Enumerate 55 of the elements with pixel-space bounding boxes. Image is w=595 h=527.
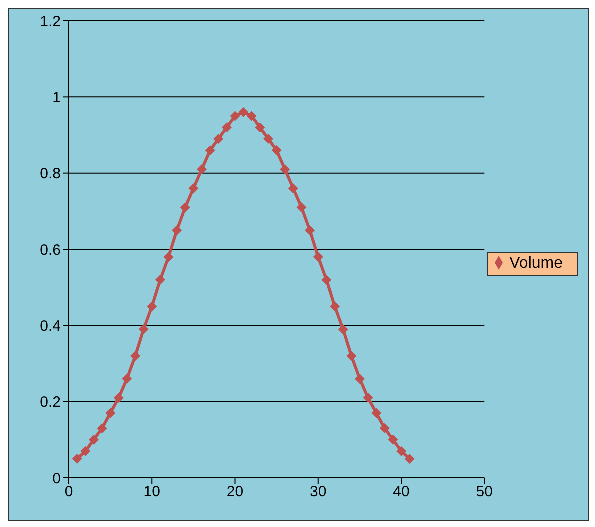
point (114, 393, 124, 404)
point (330, 302, 340, 312)
point (138, 324, 149, 334)
point (147, 302, 158, 312)
y-tick-label: 0.6 (40, 242, 61, 259)
point (322, 274, 332, 285)
point (222, 122, 232, 133)
x-tick-label: 50 (476, 484, 493, 501)
point (130, 351, 140, 362)
point (164, 252, 174, 262)
point (188, 184, 199, 194)
x-tick-label: 20 (226, 484, 244, 501)
point (313, 252, 324, 262)
point (97, 423, 108, 434)
point (296, 202, 307, 213)
point (106, 408, 116, 418)
point (214, 134, 224, 144)
x-tick-label: 40 (393, 484, 410, 501)
point (354, 374, 365, 384)
point (338, 324, 348, 334)
point (72, 454, 82, 464)
x-tick-label: 0 (64, 484, 74, 501)
y-tick-label: 0 (52, 470, 61, 488)
point (238, 107, 249, 118)
x-tick-label: 10 (144, 484, 160, 501)
y-tick-label: 0.8 (40, 166, 61, 183)
point (404, 454, 415, 464)
legend-label: Volume (510, 254, 563, 272)
point (246, 111, 257, 122)
point (305, 225, 316, 236)
point (363, 393, 374, 404)
point (272, 145, 282, 156)
point (122, 374, 132, 384)
point (80, 446, 91, 456)
x-tick-label: 30 (310, 484, 327, 501)
point (288, 184, 298, 194)
point (396, 446, 406, 456)
point (230, 111, 240, 122)
point (255, 122, 266, 133)
point (380, 423, 390, 434)
y-tick-label: 0.2 (40, 394, 61, 412)
point (280, 164, 290, 175)
point (155, 274, 166, 285)
y-tick-label: 1.2 (40, 13, 61, 30)
point (180, 202, 190, 213)
point (372, 408, 382, 418)
point (197, 164, 207, 175)
y-tick-label: 1 (52, 89, 61, 106)
point (88, 434, 99, 445)
point (264, 134, 274, 144)
point (172, 225, 182, 236)
y-tick-label: 0.4 (40, 318, 61, 335)
point (346, 351, 357, 362)
point (205, 145, 216, 156)
point (388, 434, 398, 445)
